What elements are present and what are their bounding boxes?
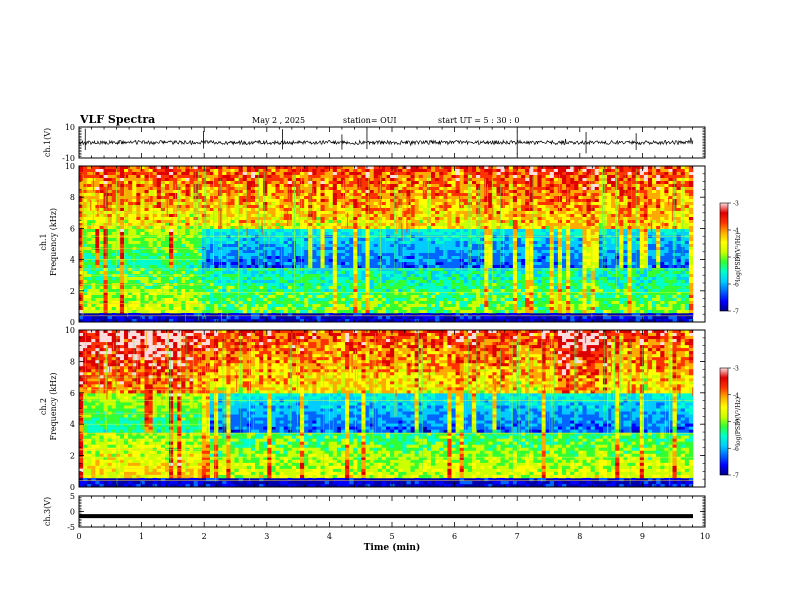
ch1-spectrogram-panel: 0 2 4 6 8 10 ch.1 Frequency (kHz) <box>39 162 706 327</box>
ch2-spectrogram-panel: 0 2 4 6 8 10 ch.2 Frequency (kHz) <box>39 326 706 492</box>
colorbar-tick-label: -4 <box>733 392 739 399</box>
ch1-spectrogram-channel-label: ch.1 <box>39 233 48 250</box>
time-tick-label: 0 <box>76 532 81 541</box>
colorbar-label: log(PSD)(V²/Hz) <box>735 397 742 446</box>
colorbar-scale <box>719 202 729 312</box>
ch1-spectrogram-ytick-label: 4 <box>70 256 75 265</box>
colorbar-tick-label: -5 <box>733 419 739 426</box>
ch1-waveform-ytick-label: 10 <box>65 123 75 132</box>
ch3-waveform-ytick-label: 5 <box>70 492 75 501</box>
time-tick-label: 9 <box>640 532 645 541</box>
time-tick-label: 7 <box>515 532 520 541</box>
time-axis: 0 1 2 3 4 5 6 7 8 9 10 Time (min) <box>76 532 710 553</box>
colorbar-scale <box>719 367 729 476</box>
ch1-waveform-ytick-label: -10 <box>62 154 75 163</box>
ch3-waveform-panel: 5 0 -5 ch.3(V) <box>43 492 706 532</box>
ch2-spectrogram-channel-label: ch.2 <box>39 398 48 415</box>
ch2-spectrogram-ytick-label: 0 <box>70 483 75 492</box>
colorbar-tick-label: -7 <box>733 309 739 316</box>
ch1-colorbar: -3 -4 -5 -6 -7 log(PSD)(V²/Hz) <box>719 201 742 316</box>
ch1-spectrogram-ytick-label: 8 <box>70 193 75 202</box>
ch2-colorbar: -3 -4 -5 -6 -7 log(PSD)(V²/Hz) <box>719 366 742 480</box>
colorbar-tick-label: -6 <box>733 446 739 453</box>
date-label: May 2 , 2025 <box>252 116 305 125</box>
time-tick-label: 3 <box>264 532 269 541</box>
ch2-spectrogram-ytick-label: 6 <box>70 389 75 398</box>
ch3-waveform-ytick-label: 0 <box>70 508 75 517</box>
time-axis-label: Time (min) <box>364 542 421 553</box>
ch1-spectrogram-ytick-label: 6 <box>70 224 75 233</box>
colorbar-label: log(PSD)(V²/Hz) <box>735 233 742 282</box>
ch3-waveform-ylabel: ch.3(V) <box>43 497 52 526</box>
colorbar-tick-label: -6 <box>733 282 739 289</box>
colorbar-tick-label: -3 <box>733 366 739 373</box>
ch2-spectrogram-ytick-label: 4 <box>70 420 75 429</box>
ch1-spectrogram-ylabel: Frequency (kHz) <box>49 208 58 276</box>
colorbar-tick-label: -3 <box>733 201 739 208</box>
time-tick-label: 6 <box>452 532 457 541</box>
colorbar-tick-label: -7 <box>733 473 739 480</box>
figure-title: VLF Spectra <box>79 113 155 126</box>
time-tick-label: 10 <box>700 532 710 541</box>
ch2-spectrogram-ytick-label: 2 <box>70 452 75 461</box>
ch2-spectrogram-ytick-label: 10 <box>65 326 75 335</box>
time-tick-label: 5 <box>389 532 394 541</box>
colorbar-tick-label: -4 <box>733 228 739 235</box>
ch3-waveform-ytick-label: -5 <box>67 523 75 532</box>
ch1-waveform-ylabel: ch.1(V) <box>43 128 52 157</box>
start-time-label: start UT = 5 : 30 : 0 <box>438 116 519 125</box>
ch2-spectrogram-ylabel: Frequency (kHz) <box>49 372 58 440</box>
ch2-spectrogram-image <box>79 330 694 488</box>
ch1-spectrogram-image <box>79 166 694 323</box>
ch1-spectrogram-ytick-label: 10 <box>65 162 75 171</box>
ch1-spectrogram-ytick-label: 0 <box>70 318 75 327</box>
station-label: station= OUI <box>343 116 397 125</box>
time-tick-label: 4 <box>327 532 332 541</box>
ch1-spectrogram-ytick-label: 2 <box>70 287 75 296</box>
time-tick-label: 1 <box>139 532 144 541</box>
ch1-waveform-panel: 10 -10 ch.1(V) <box>43 123 706 163</box>
colorbar-tick-label: -5 <box>733 255 739 262</box>
time-tick-label: 8 <box>577 532 582 541</box>
ch1-waveform-trace <box>78 137 694 147</box>
ch2-spectrogram-ytick-label: 8 <box>70 357 75 366</box>
time-tick-label: 2 <box>202 532 207 541</box>
